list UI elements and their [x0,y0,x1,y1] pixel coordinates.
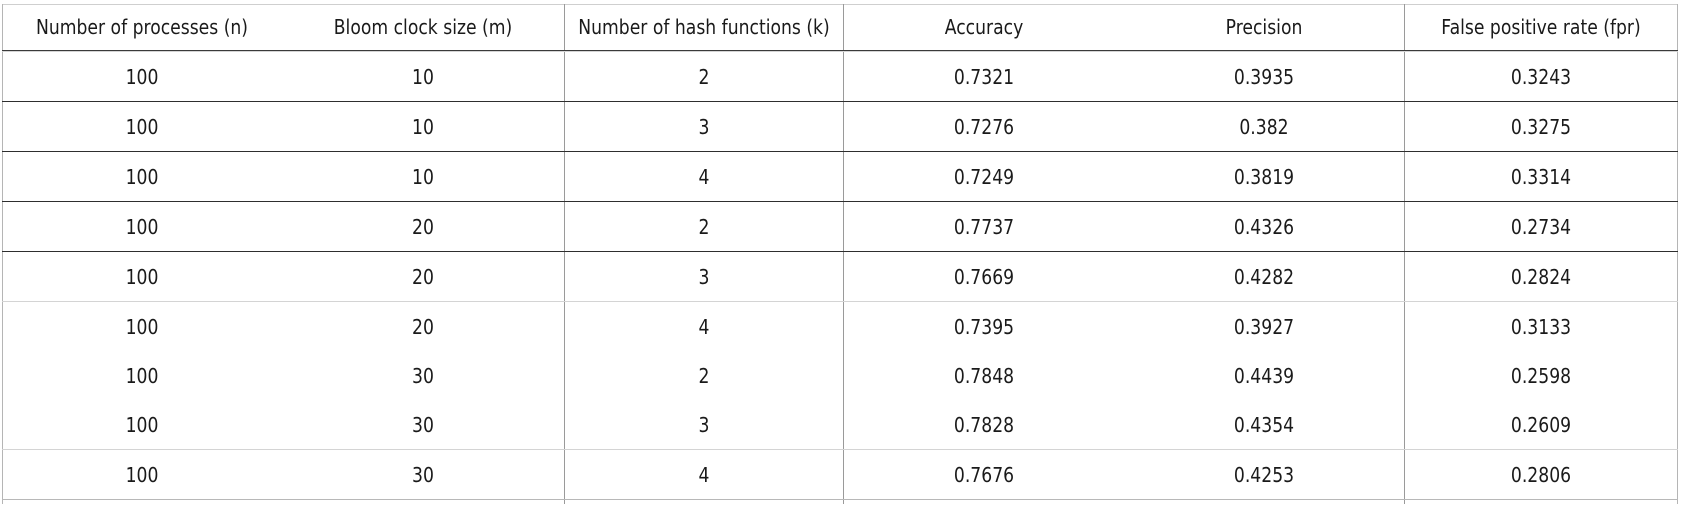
cell-accuracy: 0.7828 [953,412,1015,437]
cell-fpr: 0.2824 [1510,264,1572,289]
table-header-row: Number of processes (n) Bloom clock size… [2,4,1678,51]
table-row: 100 10 2 0.7321 0.3935 0.3243 [2,51,1678,101]
cell-precision: 0.4253 [1233,462,1295,487]
cell-accuracy: 0.7676 [953,462,1015,487]
table-row: 100 20 3 0.7669 0.4282 0.2824 [2,251,1678,301]
cell-precision: 0.4282 [1233,264,1295,289]
cell-fpr: 0.2609 [1510,412,1572,437]
cell-bloom-size: 20 [412,264,434,289]
column-divider [1404,4,1405,504]
cell-precision: 0.4326 [1233,214,1295,239]
table-row: 100 20 4 0.7395 0.3927 0.3133 [2,301,1678,351]
results-table: Number of processes (n) Bloom clock size… [2,4,1678,500]
table-row: 100 30 3 0.7828 0.4354 0.2609 [2,400,1678,449]
cell-bloom-size: 10 [412,64,434,89]
cell-fpr: 0.3275 [1510,114,1572,139]
cell-accuracy: 0.7249 [953,164,1015,189]
header-bloom-size: Bloom clock size (m) [333,15,513,39]
cell-fpr: 0.3133 [1510,314,1572,339]
cell-precision: 0.3927 [1233,314,1295,339]
table-left-border [2,4,3,504]
cell-fpr: 0.2806 [1510,462,1572,487]
header-fpr: False positive rate (fpr) [1441,15,1641,39]
cell-fpr: 0.2734 [1510,214,1572,239]
cell-bloom-size: 30 [412,412,434,437]
cell-bloom-size: 30 [412,462,434,487]
table-row: 100 30 2 0.7848 0.4439 0.2598 [2,351,1678,400]
table-row: 100 20 2 0.7737 0.4326 0.2734 [2,201,1678,251]
cell-hash-functions: 3 [698,412,710,437]
cell-hash-functions: 3 [698,114,710,139]
cell-processes: 100 [125,264,159,289]
cell-accuracy: 0.7276 [953,114,1015,139]
cell-processes: 100 [125,164,159,189]
cell-accuracy: 0.7669 [953,264,1015,289]
cell-hash-functions: 2 [698,363,710,388]
cell-bloom-size: 20 [412,214,434,239]
cell-precision: 0.3819 [1233,164,1295,189]
cell-accuracy: 0.7321 [953,64,1015,89]
cell-processes: 100 [125,412,159,437]
cell-fpr: 0.3243 [1510,64,1572,89]
header-accuracy: Accuracy [944,15,1024,39]
table-row: 100 10 3 0.7276 0.382 0.3275 [2,101,1678,151]
cell-bloom-size: 20 [412,314,434,339]
cell-precision: 0.4439 [1233,363,1295,388]
cell-bloom-size: 10 [412,164,434,189]
table-top-border [2,4,1678,5]
table-row: 100 30 4 0.7676 0.4253 0.2806 [2,449,1678,500]
table-row: 100 10 4 0.7249 0.3819 0.3314 [2,151,1678,201]
cell-precision: 0.4354 [1233,412,1295,437]
cell-accuracy: 0.7848 [953,363,1015,388]
header-hash-functions: Number of hash functions (k) [578,15,830,39]
cell-processes: 100 [125,462,159,487]
cell-precision: 0.382 [1239,114,1289,139]
cell-hash-functions: 4 [698,314,710,339]
cell-bloom-size: 10 [412,114,434,139]
cell-precision: 0.3935 [1233,64,1295,89]
cell-hash-functions: 3 [698,264,710,289]
header-processes: Number of processes (n) [35,15,249,39]
cell-hash-functions: 2 [698,64,710,89]
cell-processes: 100 [125,114,159,139]
header-precision: Precision [1225,15,1303,39]
cell-bloom-size: 30 [412,363,434,388]
cell-processes: 100 [125,64,159,89]
table-right-border [1677,4,1678,504]
cell-processes: 100 [125,314,159,339]
cell-accuracy: 0.7395 [953,314,1015,339]
cell-hash-functions: 4 [698,164,710,189]
column-divider [564,4,565,504]
cell-processes: 100 [125,214,159,239]
cell-hash-functions: 2 [698,214,710,239]
cell-fpr: 0.2598 [1510,363,1572,388]
column-divider [843,4,844,504]
cell-accuracy: 0.7737 [953,214,1015,239]
cell-fpr: 0.3314 [1510,164,1572,189]
cell-hash-functions: 4 [698,462,710,487]
cell-processes: 100 [125,363,159,388]
